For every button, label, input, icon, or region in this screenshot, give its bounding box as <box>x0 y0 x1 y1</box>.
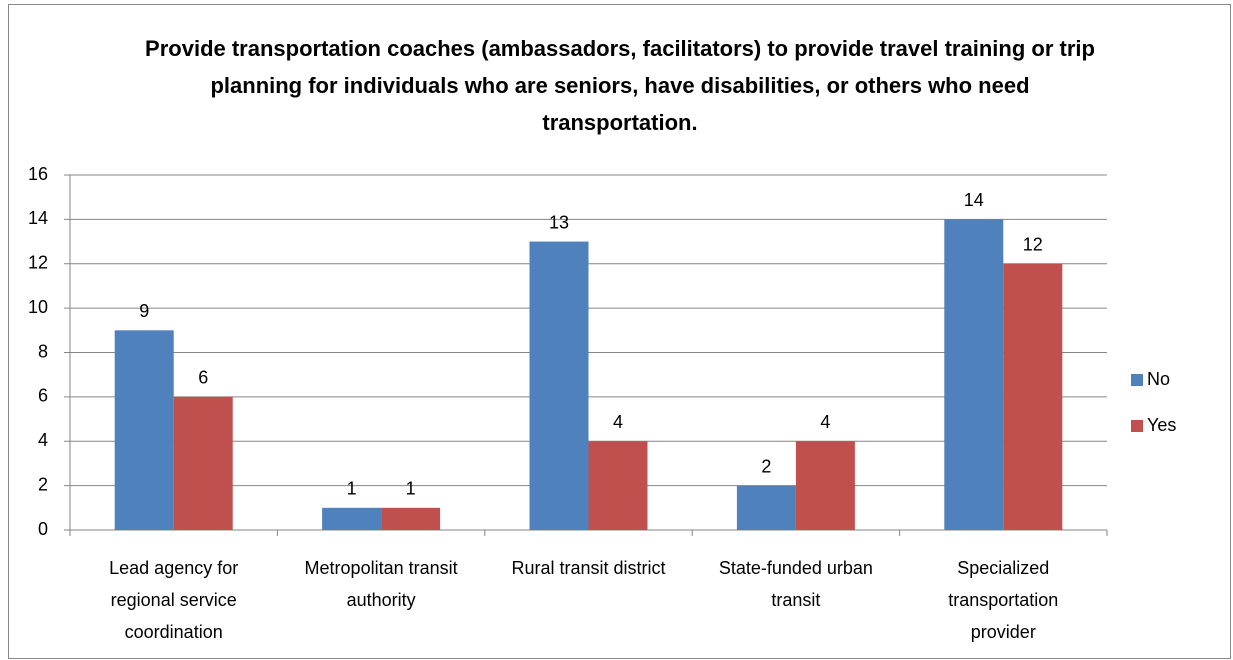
y-tick-label: 12 <box>28 253 48 273</box>
bar <box>381 507 441 530</box>
legend-swatch <box>1131 374 1143 386</box>
x-tick-label: Metropolitan transit authority <box>304 558 458 610</box>
y-tick-label: 14 <box>28 208 48 228</box>
y-tick-label: 10 <box>28 297 48 317</box>
data-label: 4 <box>613 412 623 432</box>
x-tick-label: State-funded urban transit <box>718 558 873 610</box>
bar <box>322 507 382 530</box>
bar <box>173 396 233 530</box>
data-label: 6 <box>198 368 208 388</box>
bar <box>1003 263 1063 530</box>
y-tick-label: 2 <box>38 474 48 494</box>
data-label: 12 <box>1023 235 1043 255</box>
legend-label: No <box>1147 369 1170 389</box>
data-label: 13 <box>549 212 569 232</box>
bar <box>588 441 648 530</box>
data-label: 4 <box>820 412 830 432</box>
y-tick-label: 0 <box>38 519 48 539</box>
x-tick-label: Specialized transportation provider <box>948 558 1059 642</box>
y-tick-label: 6 <box>38 386 48 406</box>
x-tick-label: Rural transit district <box>511 558 666 578</box>
y-tick-label: 4 <box>38 430 48 450</box>
bar <box>114 330 174 530</box>
bar <box>736 485 796 530</box>
data-label: 1 <box>347 479 357 499</box>
legend-swatch <box>1131 420 1143 432</box>
bar <box>529 241 589 530</box>
bar <box>795 441 855 530</box>
x-tick-label: Lead agency for regional service coordin… <box>109 558 239 642</box>
bar <box>944 219 1004 530</box>
data-label: 2 <box>761 456 771 476</box>
y-tick-label: 8 <box>38 341 48 361</box>
y-tick-label: 16 <box>28 164 48 184</box>
data-label: 9 <box>139 301 149 321</box>
chart-title: Provide transportation coaches (ambassad… <box>145 36 1095 135</box>
data-label: 14 <box>964 190 984 210</box>
data-label: 1 <box>406 479 416 499</box>
legend-label: Yes <box>1147 415 1176 435</box>
